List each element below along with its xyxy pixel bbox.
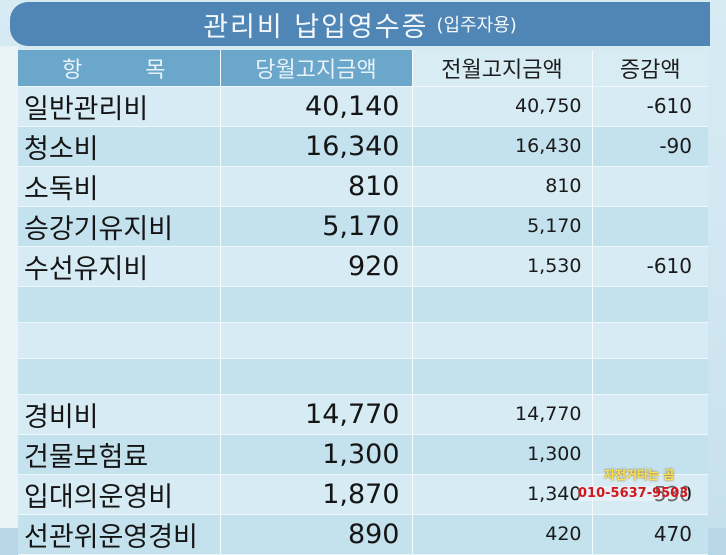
row-previous: 14,770 (411, 394, 592, 435)
row-current: 890 (219, 514, 412, 555)
row-item (18, 286, 220, 323)
row-current: 5,170 (219, 206, 412, 247)
row-item: 소독비 (18, 166, 220, 207)
row-current: 40,140 (219, 86, 412, 127)
row-item (18, 322, 220, 359)
table-row: 입대의운영비 1,870 1,340 530 (18, 474, 708, 515)
row-current: 14,770 (219, 394, 412, 435)
row-current: 920 (219, 246, 412, 287)
row-item: 경비비 (18, 394, 220, 435)
left-margin (0, 46, 18, 528)
row-change (591, 322, 708, 359)
row-change: -610 (591, 246, 708, 287)
row-current: 16,340 (219, 126, 412, 167)
table-row: 건물보험료 1,300 1,300 (18, 434, 708, 475)
row-previous: 810 (411, 166, 592, 207)
header-current-month: 당월고지금액 (219, 50, 412, 87)
row-previous: 1,530 (411, 246, 592, 287)
row-previous (411, 358, 592, 395)
row-change: -610 (591, 86, 708, 127)
watermark-phone: 010-5637-9503 (578, 486, 689, 501)
row-previous: 16,430 (411, 126, 592, 167)
row-item: 입대의운영비 (18, 474, 220, 515)
table-row: 청소비 16,340 16,430 -90 (18, 126, 708, 167)
row-change (591, 358, 708, 395)
row-item: 일반관리비 (18, 86, 220, 127)
row-current (219, 358, 412, 395)
title-banner: 관리비 납입영수증 (입주자용) (10, 2, 710, 46)
row-previous: 40,750 (411, 86, 592, 127)
table-row: 일반관리비 40,140 40,750 -610 (18, 86, 708, 127)
row-previous: 1,340 (411, 474, 592, 515)
row-change (591, 166, 708, 207)
row-item: 청소비 (18, 126, 220, 167)
row-previous (411, 286, 592, 323)
row-previous: 5,170 (411, 206, 592, 247)
header-previous-month: 전월고지금액 (411, 50, 592, 87)
receipt-title: 관리비 납입영수증 (203, 11, 429, 43)
header-item: 항 목 (18, 50, 220, 87)
table-header-row: 항 목 당월고지금액 전월고지금액 증감액 (18, 50, 708, 87)
table-row (18, 322, 708, 359)
receipt-subtitle: (입주자용) (436, 15, 517, 36)
table-row: 경비비 14,770 14,770 (18, 394, 708, 435)
row-change (591, 206, 708, 247)
row-previous: 1,300 (411, 434, 592, 475)
row-change (591, 434, 708, 475)
table-row: 소독비 810 810 (18, 166, 708, 207)
row-current: 1,300 (219, 434, 412, 475)
row-item: 수선유지비 (18, 246, 220, 287)
table-row (18, 358, 708, 395)
row-current: 810 (219, 166, 412, 207)
row-change (591, 286, 708, 323)
row-previous: 420 (411, 514, 592, 555)
row-change: 470 (591, 514, 708, 555)
row-current (219, 286, 412, 323)
row-change: -90 (591, 126, 708, 167)
watermark-name: 자전거타는 곰 (604, 468, 675, 482)
row-change: 530 (591, 474, 708, 515)
table-row: 수선유지비 920 1,530 -610 (18, 246, 708, 287)
row-previous (411, 322, 592, 359)
row-item (18, 358, 220, 395)
row-item: 건물보험료 (18, 434, 220, 475)
row-current: 1,870 (219, 474, 412, 515)
row-change (591, 394, 708, 435)
table-row (18, 286, 708, 323)
header-change: 증감액 (591, 50, 708, 87)
row-item: 승강기유지비 (18, 206, 220, 247)
row-current (219, 322, 412, 359)
row-item: 선관위운영경비 (18, 514, 220, 555)
table-row: 승강기유지비 5,170 5,170 (18, 206, 708, 247)
table-row: 선관위운영경비 890 420 470 (18, 514, 708, 555)
